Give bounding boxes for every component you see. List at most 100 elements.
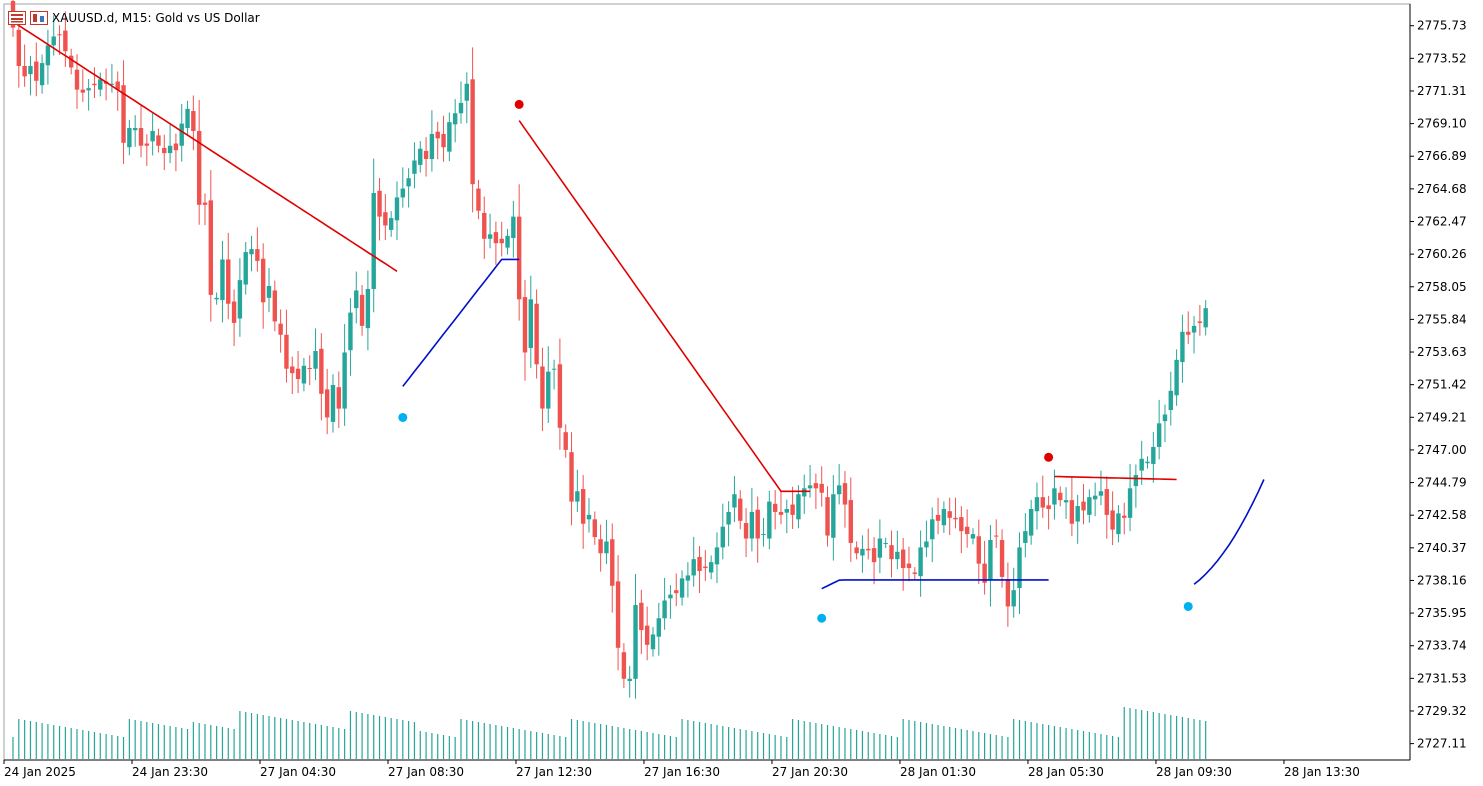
candle-bear <box>889 545 894 560</box>
candle-bear <box>34 61 39 81</box>
upper-trail-line <box>1054 475 1177 481</box>
candle-bull <box>342 352 347 409</box>
candle-bear <box>115 81 120 90</box>
candle-bull <box>633 604 638 679</box>
candle-bull <box>1017 547 1022 588</box>
candle-bear <box>284 334 289 369</box>
candle-bear <box>947 511 952 518</box>
candle-bear <box>953 517 958 520</box>
candle-bull <box>656 618 661 637</box>
candle-bear <box>999 539 1005 577</box>
candle-bull <box>1098 491 1104 496</box>
price-tick-label: 2727.11 <box>1417 737 1467 751</box>
price-tick-label: 2771.31 <box>1417 84 1467 98</box>
candle-bear <box>772 503 778 512</box>
candle-bull <box>406 178 411 187</box>
candle-bear <box>522 297 528 353</box>
candle-bear <box>516 216 522 300</box>
price-tick-label: 2760.26 <box>1417 247 1467 261</box>
candle-bear <box>470 79 475 185</box>
candle-bull <box>179 123 184 146</box>
candle-bear <box>639 602 644 631</box>
candle-bear <box>610 539 615 586</box>
candle-bull <box>1191 325 1197 333</box>
candle-bear <box>557 364 563 428</box>
indicator-icon[interactable] <box>30 11 48 25</box>
candle-bear <box>1110 510 1115 530</box>
candle-bear <box>278 323 283 335</box>
candle-bear <box>1069 500 1075 524</box>
candle-bear <box>848 500 853 543</box>
candle-bear <box>866 548 871 551</box>
candle-bull <box>505 235 510 248</box>
time-tick-label: 27 Jan 20:30 <box>772 765 848 779</box>
price-tick-label: 2775.73 <box>1417 19 1467 33</box>
candle-bull <box>551 368 557 370</box>
candle-bull <box>732 494 737 508</box>
candle-bear <box>74 69 80 90</box>
candle-bull <box>1023 531 1028 543</box>
candle-bull <box>883 542 888 544</box>
candle-bull <box>767 501 772 539</box>
candle-bull <box>464 83 470 101</box>
candle-bull <box>458 102 464 114</box>
candle-bear <box>994 535 999 537</box>
candle-bear <box>1046 505 1051 509</box>
candle-bull <box>1063 500 1069 503</box>
candle-bull <box>1168 390 1173 411</box>
candle-bear <box>1058 492 1063 501</box>
lower-trail-line <box>402 258 520 387</box>
candle-bull <box>330 384 336 422</box>
candle-bear <box>441 133 446 148</box>
time-tick-label: 27 Jan 08:30 <box>388 765 464 779</box>
candle-bear <box>1122 515 1127 518</box>
candle-bear <box>260 258 266 303</box>
candle-bear <box>703 566 708 569</box>
candle-bear <box>1081 501 1086 511</box>
candle-bear <box>493 232 499 244</box>
candle-bear <box>644 625 650 645</box>
candle-bull <box>575 491 580 502</box>
candle-bull <box>924 541 929 548</box>
candle-bear <box>563 432 568 450</box>
price-tick-label: 2733.74 <box>1417 639 1467 653</box>
candle-bear <box>755 509 760 539</box>
candle-bull <box>802 488 807 497</box>
price-tick-label: 2742.58 <box>1417 508 1467 522</box>
candle-bear <box>900 549 906 569</box>
candle-bull <box>487 234 493 239</box>
sell-signal-dot <box>1044 452 1054 462</box>
candle-bear <box>68 55 74 68</box>
candle-bear <box>22 66 27 77</box>
candle-bull <box>86 88 91 91</box>
time-tick-label: 27 Jan 12:30 <box>516 765 592 779</box>
candle-bear <box>121 85 126 143</box>
candle-bull <box>354 290 359 309</box>
candle-bull <box>45 45 51 66</box>
candle-bull <box>650 634 656 650</box>
price-tick-label: 2766.89 <box>1417 149 1467 163</box>
candle-bear <box>813 483 819 489</box>
candle-bull <box>1133 475 1139 487</box>
candle-bear <box>1104 489 1109 515</box>
candle-bear <box>743 523 749 539</box>
candle-bull <box>691 559 696 576</box>
candle-bear <box>16 29 22 67</box>
candle-bull <box>807 485 813 489</box>
candle-bull <box>237 280 243 319</box>
buy-signal-dot <box>398 412 408 422</box>
candle-bull <box>214 297 219 300</box>
candle-bear <box>982 563 987 583</box>
candle-bull <box>528 299 534 349</box>
candle-bull <box>970 534 976 539</box>
lower-trail-line <box>1193 479 1265 585</box>
candle-bear <box>912 572 917 574</box>
chart-window-icon[interactable] <box>8 11 26 25</box>
candle-bear <box>819 483 824 493</box>
upper-trail-line <box>12 21 398 272</box>
candle-bear <box>377 190 382 217</box>
price-tick-label: 2762.47 <box>1417 214 1467 228</box>
candle-bull <box>546 371 551 409</box>
